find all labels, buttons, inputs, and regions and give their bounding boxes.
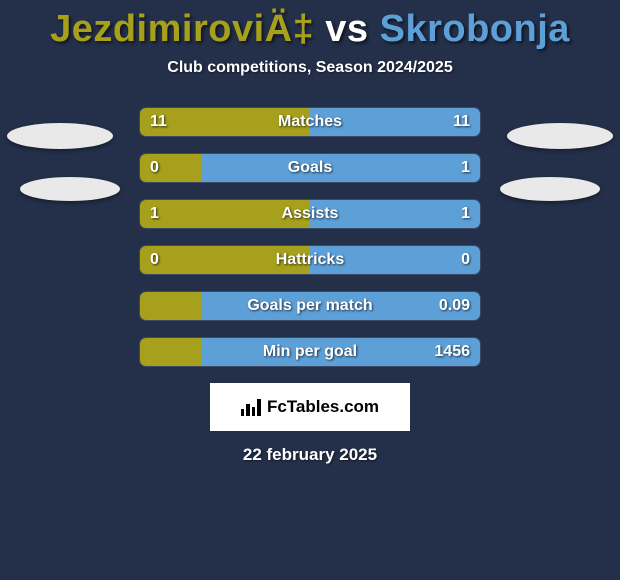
stat-value-right: 11 — [453, 108, 470, 136]
source-badge-text: FcTables.com — [267, 397, 379, 417]
stats-container: 11Matches110Goals11Assists10Hattricks0Go… — [139, 107, 481, 367]
stat-label: Goals — [140, 154, 480, 182]
stat-row: 0Hattricks0 — [139, 245, 481, 275]
stat-row: Goals per match0.09 — [139, 291, 481, 321]
player-a-name: JezdimiroviÄ‡ — [50, 8, 314, 50]
stat-label: Matches — [140, 108, 480, 136]
stat-label: Assists — [140, 200, 480, 228]
stat-label: Min per goal — [140, 338, 480, 366]
decor-ellipse — [500, 177, 600, 201]
stat-label: Goals per match — [140, 292, 480, 320]
stat-value-right: 1456 — [434, 338, 470, 366]
stat-row: 11Matches11 — [139, 107, 481, 137]
source-badge: FcTables.com — [210, 383, 410, 431]
comparison-title: JezdimiroviÄ‡ vs Skrobonja — [0, 0, 620, 51]
decor-ellipse — [507, 123, 613, 149]
stat-value-right: 0.09 — [439, 292, 470, 320]
stat-value-right: 1 — [461, 154, 470, 182]
footer-date: 22 february 2025 — [0, 445, 620, 465]
stat-row: 1Assists1 — [139, 199, 481, 229]
stat-value-right: 1 — [461, 200, 470, 228]
player-b-name: Skrobonja — [380, 8, 570, 50]
stat-value-right: 0 — [461, 246, 470, 274]
decor-ellipse — [7, 123, 113, 149]
comparison-subtitle: Club competitions, Season 2024/2025 — [0, 59, 620, 77]
stat-row: Min per goal1456 — [139, 337, 481, 367]
vs-separator: vs — [314, 8, 379, 50]
bar-chart-icon — [241, 398, 261, 416]
stat-label: Hattricks — [140, 246, 480, 274]
stat-row: 0Goals1 — [139, 153, 481, 183]
decor-ellipse — [20, 177, 120, 201]
